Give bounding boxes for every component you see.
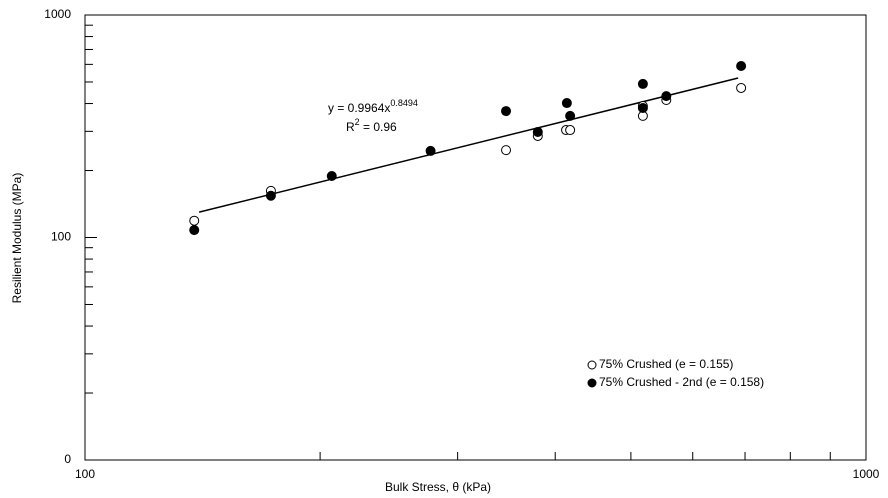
data-point <box>326 170 337 181</box>
data-point <box>425 145 436 156</box>
r-value: = 0.96 <box>360 120 397 134</box>
y-tick-label: 0 <box>64 452 71 466</box>
data-point <box>561 98 572 109</box>
data-point <box>565 125 576 136</box>
data-point <box>501 106 512 117</box>
r-exponent: 2 <box>355 117 360 127</box>
data-point <box>532 126 543 137</box>
y-tick-label: 1000 <box>44 7 71 21</box>
trendline <box>198 77 739 213</box>
r-label: R <box>346 120 355 134</box>
data-point <box>189 225 200 236</box>
data-point <box>501 145 512 156</box>
data-point <box>736 60 747 71</box>
data-point <box>736 82 747 93</box>
x-tick-label: 1000 <box>853 467 880 481</box>
y-tick-label: 100 <box>51 230 71 244</box>
equation: y = 0.9964x0.8494 <box>328 98 418 115</box>
equation-text: y = 0.9964x <box>328 101 390 115</box>
x-tick-label: 100 <box>75 467 95 481</box>
y-axis-label: Resilient Modulus (MPa) <box>10 173 24 304</box>
legend-label: 75% Crushed - 2nd (e = 0.158) <box>599 375 764 389</box>
x-axis-label: Bulk Stress, θ (kPa) <box>385 480 491 494</box>
data-point <box>637 102 648 113</box>
r-squared: R2 = 0.96 <box>346 117 397 134</box>
legend-label: 75% Crushed (e = 0.155) <box>599 357 733 371</box>
data-point <box>265 190 276 201</box>
data-point <box>565 110 576 121</box>
data-point <box>189 215 200 226</box>
legend-marker <box>587 360 597 370</box>
data-point <box>661 91 672 102</box>
data-point <box>637 78 648 89</box>
equation-exponent: 0.8494 <box>390 98 418 108</box>
legend-marker <box>587 378 597 388</box>
plot-frame <box>84 14 867 461</box>
